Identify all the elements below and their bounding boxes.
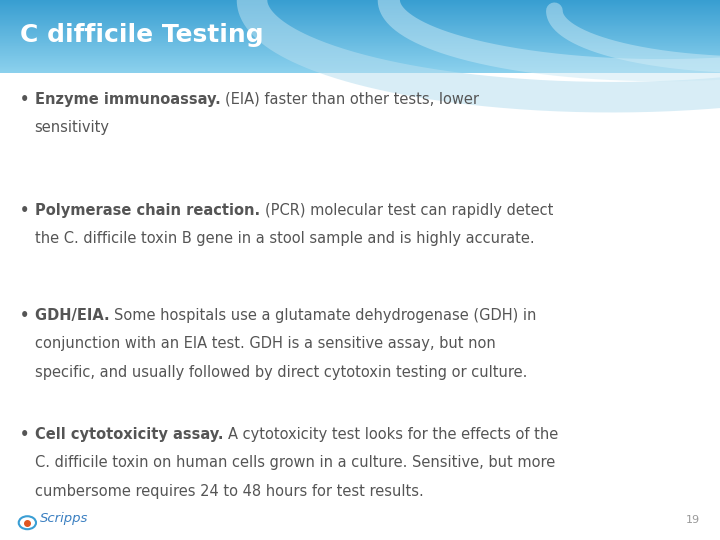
FancyBboxPatch shape <box>0 11 720 12</box>
FancyBboxPatch shape <box>0 50 720 51</box>
FancyBboxPatch shape <box>0 48 720 49</box>
Text: Some hospitals use a glutamate dehydrogenase (GDH) in: Some hospitals use a glutamate dehydroge… <box>114 308 536 323</box>
FancyBboxPatch shape <box>0 35 720 36</box>
FancyBboxPatch shape <box>0 16 720 17</box>
Text: C difficile Testing: C difficile Testing <box>20 23 264 47</box>
Text: •: • <box>20 202 30 218</box>
FancyBboxPatch shape <box>0 15 720 16</box>
FancyBboxPatch shape <box>0 49 720 50</box>
FancyBboxPatch shape <box>0 14 720 15</box>
FancyBboxPatch shape <box>0 72 720 73</box>
FancyBboxPatch shape <box>0 58 720 59</box>
FancyBboxPatch shape <box>0 10 720 11</box>
FancyBboxPatch shape <box>0 28 720 29</box>
Text: (PCR) molecular test can rapidly detect: (PCR) molecular test can rapidly detect <box>265 202 553 218</box>
Text: Enzyme immunoassay.: Enzyme immunoassay. <box>35 92 225 107</box>
FancyBboxPatch shape <box>0 2 720 3</box>
Text: sensitivity: sensitivity <box>35 120 109 136</box>
Text: •: • <box>20 92 30 107</box>
FancyBboxPatch shape <box>0 39 720 40</box>
Text: A cytotoxicity test looks for the effects of the: A cytotoxicity test looks for the effect… <box>228 427 559 442</box>
FancyBboxPatch shape <box>0 1 720 2</box>
FancyBboxPatch shape <box>0 61 720 62</box>
FancyBboxPatch shape <box>0 56 720 57</box>
FancyBboxPatch shape <box>0 26 720 28</box>
Text: •: • <box>20 308 30 323</box>
FancyBboxPatch shape <box>0 41 720 42</box>
Text: Cell cytotoxicity assay.: Cell cytotoxicity assay. <box>35 427 228 442</box>
FancyBboxPatch shape <box>0 65 720 66</box>
Text: conjunction with an EIA test. GDH is a sensitive assay, but non: conjunction with an EIA test. GDH is a s… <box>35 336 495 352</box>
FancyBboxPatch shape <box>0 59 720 60</box>
Text: cumbersome requires 24 to 48 hours for test results.: cumbersome requires 24 to 48 hours for t… <box>35 484 423 499</box>
FancyBboxPatch shape <box>0 31 720 32</box>
Text: Scripps: Scripps <box>40 512 88 525</box>
FancyBboxPatch shape <box>0 62 720 63</box>
FancyBboxPatch shape <box>0 52 720 53</box>
FancyBboxPatch shape <box>0 57 720 58</box>
Text: the C. difficile toxin B gene in a stool sample and is highly accurate.: the C. difficile toxin B gene in a stool… <box>35 231 534 246</box>
FancyBboxPatch shape <box>0 60 720 61</box>
FancyBboxPatch shape <box>0 63 720 64</box>
FancyBboxPatch shape <box>0 51 720 52</box>
FancyBboxPatch shape <box>0 13 720 14</box>
Text: •: • <box>20 427 30 442</box>
FancyBboxPatch shape <box>0 24 720 25</box>
FancyBboxPatch shape <box>0 38 720 39</box>
FancyBboxPatch shape <box>0 64 720 65</box>
FancyBboxPatch shape <box>0 53 720 54</box>
FancyBboxPatch shape <box>0 18 720 19</box>
FancyBboxPatch shape <box>0 40 720 41</box>
FancyBboxPatch shape <box>0 43 720 44</box>
FancyBboxPatch shape <box>0 30 720 31</box>
FancyBboxPatch shape <box>0 55 720 56</box>
FancyBboxPatch shape <box>0 66 720 68</box>
FancyBboxPatch shape <box>0 69 720 70</box>
FancyBboxPatch shape <box>0 8 720 9</box>
FancyBboxPatch shape <box>0 37 720 38</box>
FancyBboxPatch shape <box>0 29 720 30</box>
FancyBboxPatch shape <box>0 45 720 46</box>
Text: Polymerase chain reaction.: Polymerase chain reaction. <box>35 202 265 218</box>
FancyBboxPatch shape <box>0 4 720 5</box>
FancyBboxPatch shape <box>0 6 720 7</box>
FancyBboxPatch shape <box>0 5 720 6</box>
FancyBboxPatch shape <box>0 36 720 37</box>
FancyBboxPatch shape <box>0 25 720 26</box>
Text: GDH/EIA.: GDH/EIA. <box>35 308 114 323</box>
FancyBboxPatch shape <box>0 19 720 20</box>
FancyBboxPatch shape <box>0 3 720 4</box>
FancyBboxPatch shape <box>0 70 720 71</box>
FancyBboxPatch shape <box>0 9 720 10</box>
FancyBboxPatch shape <box>0 23 720 24</box>
Text: (EIA) faster than other tests, lower: (EIA) faster than other tests, lower <box>225 92 480 107</box>
FancyBboxPatch shape <box>0 7 720 8</box>
FancyBboxPatch shape <box>0 71 720 72</box>
FancyBboxPatch shape <box>0 22 720 23</box>
FancyBboxPatch shape <box>0 44 720 45</box>
FancyBboxPatch shape <box>0 17 720 18</box>
FancyBboxPatch shape <box>0 20 720 21</box>
FancyBboxPatch shape <box>0 12 720 13</box>
FancyBboxPatch shape <box>0 0 720 1</box>
Text: specific, and usually followed by direct cytotoxin testing or culture.: specific, and usually followed by direct… <box>35 365 527 380</box>
FancyBboxPatch shape <box>0 46 720 48</box>
Text: C. difficile toxin on human cells grown in a culture. Sensitive, but more: C. difficile toxin on human cells grown … <box>35 455 555 470</box>
FancyBboxPatch shape <box>0 54 720 55</box>
FancyBboxPatch shape <box>0 42 720 43</box>
FancyBboxPatch shape <box>0 32 720 33</box>
Text: 19: 19 <box>685 515 700 525</box>
FancyBboxPatch shape <box>0 68 720 69</box>
FancyBboxPatch shape <box>0 21 720 22</box>
FancyBboxPatch shape <box>0 33 720 35</box>
